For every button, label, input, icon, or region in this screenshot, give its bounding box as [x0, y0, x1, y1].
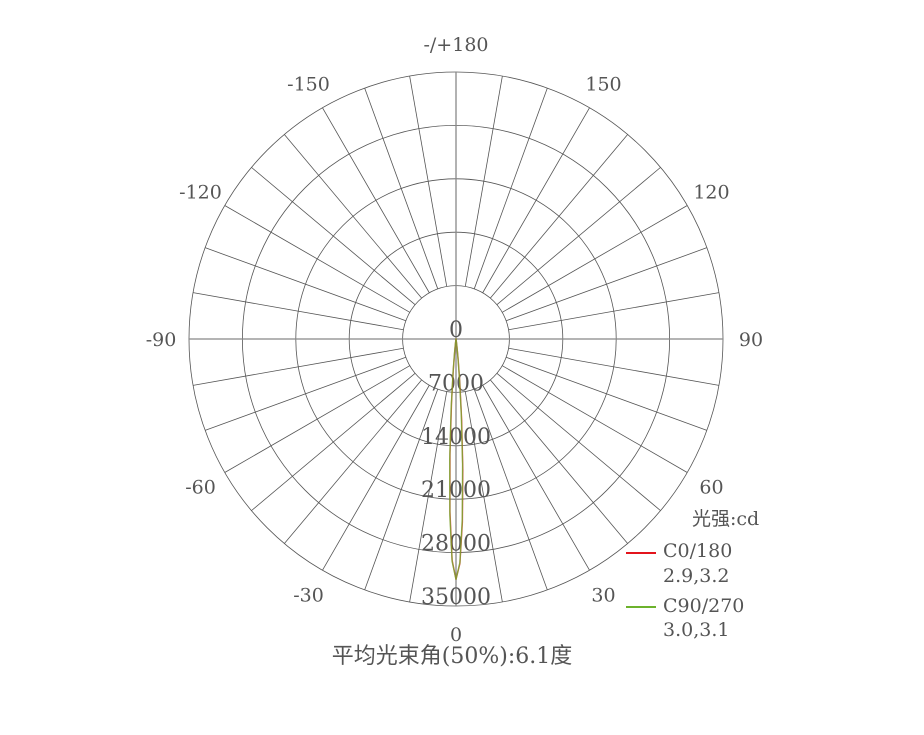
grid-spoke	[490, 134, 628, 299]
angle-label: -/+180	[423, 34, 488, 56]
grid-spoke	[284, 379, 422, 544]
grid-spoke	[192, 292, 404, 331]
grid-spoke	[490, 379, 628, 544]
angle-label: -90	[146, 329, 177, 351]
radial-tick-label: 21000	[421, 478, 491, 503]
grid-spoke	[284, 134, 422, 299]
grid-spoke	[502, 205, 688, 313]
angle-label: 60	[699, 477, 723, 499]
grid-spoke	[473, 389, 548, 591]
angle-label: 0	[450, 624, 462, 646]
curve-C90-270	[449, 338, 464, 580]
grid-spoke	[204, 356, 406, 431]
grid-spoke	[409, 75, 448, 287]
grid-spoke	[322, 107, 430, 293]
angle-labels: 0 30 60 90 120 150 -/+180 -150 -120 -90 -60 -30	[146, 34, 763, 646]
grid-spoke	[496, 373, 661, 511]
unit-label: 光强:cd	[692, 508, 759, 530]
radial-tick-label: 35000	[421, 585, 491, 610]
grid-spoke	[508, 347, 720, 386]
angle-label: 30	[591, 584, 615, 606]
grid-spoke	[506, 356, 708, 431]
grid-spoke	[508, 292, 720, 331]
grid-spoke	[473, 87, 548, 289]
grid	[188, 71, 724, 607]
radial-tick-label: 0	[449, 318, 463, 343]
grid-spoke	[251, 373, 416, 511]
radial-tick-label: 14000	[421, 425, 491, 450]
grid-spoke	[482, 107, 590, 293]
legend-label-c90: C90/270	[663, 595, 744, 617]
angle-label: -30	[293, 584, 324, 606]
angle-label: 150	[585, 74, 621, 96]
curves	[449, 338, 464, 580]
angle-label: 90	[739, 329, 763, 351]
angle-label: -60	[185, 477, 216, 499]
radial-tick-label: 28000	[421, 532, 491, 557]
grid-spoke	[364, 87, 439, 289]
grid-spoke	[506, 247, 708, 322]
grid-spoke	[464, 391, 503, 603]
grid-spoke	[364, 389, 439, 591]
radial-tick-label: 7000	[428, 371, 484, 396]
grid-spoke	[204, 247, 406, 322]
legend: C0/180 2.9,3.2 C90/270 3.0,3.1	[626, 540, 744, 641]
grid-spoke	[409, 391, 448, 603]
angle-label: -120	[179, 182, 222, 204]
grid-spoke	[502, 365, 688, 473]
legend-sub-c90: 3.0,3.1	[663, 619, 729, 641]
legend-sub-c0: 2.9,3.2	[663, 565, 729, 587]
chart-title: 平均光束角(50%):6.1度	[332, 644, 572, 669]
angle-label: -150	[287, 74, 330, 96]
grid-spoke	[496, 167, 661, 305]
legend-label-c0: C0/180	[663, 540, 732, 562]
grid-spoke	[322, 385, 430, 571]
grid-spoke	[192, 347, 404, 386]
grid-spoke	[224, 365, 410, 473]
grid-spoke	[251, 167, 416, 305]
grid-spoke	[224, 205, 410, 313]
angle-label: 120	[693, 182, 729, 204]
radial-tick-labels: 0 7000 14000 21000 28000 35000	[421, 318, 491, 610]
grid-spoke	[482, 385, 590, 571]
grid-spoke	[464, 75, 503, 287]
